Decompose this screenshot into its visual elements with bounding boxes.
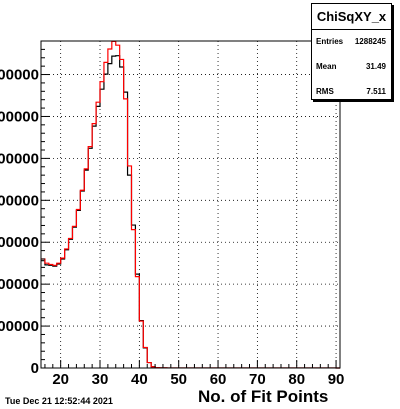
x-tick-label: 80 [288, 371, 305, 388]
stats-key: Mean [316, 62, 337, 71]
x-tick-label: 50 [170, 371, 187, 388]
plot-area [41, 41, 340, 368]
stats-title: ChiSqXY_x [312, 4, 391, 30]
stats-value: 7.511 [366, 87, 386, 96]
x-tick-label: 90 [328, 371, 345, 388]
stats-value: 31.49 [365, 62, 386, 71]
stats-row-entries: Entries 1288245 [316, 37, 386, 49]
x-tick-label: 70 [249, 371, 266, 388]
stats-box: ChiSqXY_x Entries 1288245 Mean 31.49 RMS… [311, 3, 392, 100]
stats-value: 1288245 [354, 37, 386, 46]
x-tick-label: 30 [92, 371, 109, 388]
stats-key: RMS [316, 87, 334, 96]
x-tick-label: 20 [52, 371, 69, 388]
x-axis-title: No. of Fit Points [198, 387, 329, 406]
timestamp: Tue Dec 21 12:52:44 2021 [5, 396, 113, 406]
stats-key: Entries [316, 37, 344, 46]
x-tick-label: 60 [210, 371, 227, 388]
stats-row-rms: RMS 7.511 [316, 87, 386, 99]
x-tick-label: 40 [131, 371, 148, 388]
stats-row-mean: Mean 31.49 [316, 62, 386, 74]
y-tick-label: 0 [31, 360, 39, 377]
plot-frame [40, 40, 341, 369]
